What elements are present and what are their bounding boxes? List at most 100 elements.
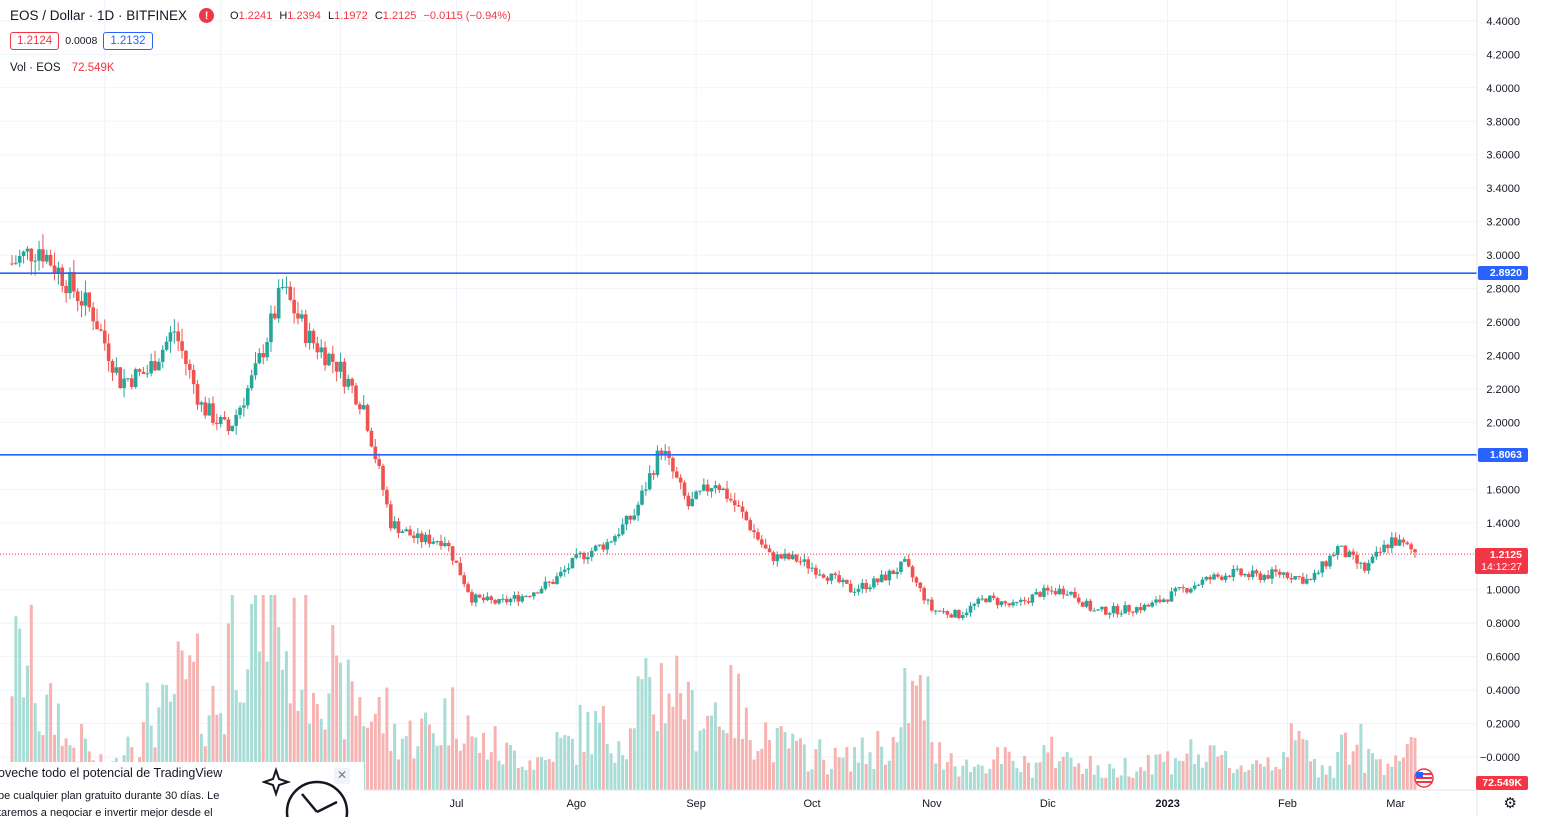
candle-body: [334, 361, 339, 372]
candle-body: [1146, 604, 1151, 607]
volume-bar: [945, 761, 949, 790]
volume-bar: [1212, 745, 1216, 790]
candle-body: [1007, 603, 1011, 606]
time-tick-label: Feb: [1278, 798, 1297, 810]
us-flag-icon[interactable]: [1409, 768, 1439, 788]
candle-body: [1173, 588, 1178, 592]
volume-bar: [798, 738, 802, 790]
candle-body: [427, 534, 432, 544]
volume-bar: [1034, 762, 1038, 790]
volume-bar: [1363, 772, 1367, 790]
volume-bar: [1007, 751, 1011, 790]
buy-button[interactable]: 1.2132: [103, 32, 153, 50]
candle-body: [504, 598, 509, 603]
candle-body: [814, 567, 818, 575]
candle-body: [261, 353, 266, 358]
volume-bar: [238, 702, 242, 790]
candle-body: [512, 595, 517, 599]
candle-body: [311, 330, 316, 344]
candle-body: [284, 286, 289, 288]
volume-bar: [829, 768, 833, 790]
settings-gear-icon[interactable]: ⚙: [1503, 795, 1517, 812]
candle-body: [702, 484, 706, 491]
candle-body: [1324, 561, 1328, 567]
volume-legend[interactable]: Vol · EOS 72.549K: [10, 62, 115, 74]
volume-bar: [1011, 760, 1015, 790]
volume-bar: [319, 718, 323, 790]
volume-bar: [675, 655, 679, 790]
volume-bar: [810, 769, 814, 790]
candle-body: [203, 402, 208, 416]
volume-bar: [756, 751, 760, 790]
candle-body: [497, 598, 501, 604]
volume-bar: [547, 759, 551, 790]
candle-body: [64, 285, 68, 294]
volume-bar: [567, 735, 571, 790]
alert-icon[interactable]: !: [199, 8, 215, 23]
candle-body: [164, 341, 169, 350]
candle-body: [988, 595, 992, 603]
volume-bar: [551, 761, 555, 790]
volume-bar: [149, 725, 153, 790]
price-tick-label: 2.4000: [1486, 350, 1520, 362]
volume-bar: [899, 727, 903, 790]
candle-body: [485, 596, 490, 601]
volume-bar: [814, 749, 818, 790]
candle-body: [868, 587, 872, 590]
volume-bar: [1336, 751, 1340, 790]
volume-bar: [439, 745, 443, 790]
volume-bar: [474, 737, 478, 790]
candle-body: [137, 369, 142, 372]
candle-body: [1196, 584, 1201, 586]
candle-body: [1046, 587, 1050, 591]
volume-bar: [914, 685, 918, 790]
volume-bar: [1123, 757, 1127, 790]
volume-bar: [860, 737, 864, 790]
volume-bar: [725, 733, 729, 790]
volume-bar: [161, 684, 165, 790]
volume-bar: [601, 705, 605, 790]
volume-bar: [1220, 754, 1224, 790]
candle-body: [883, 574, 888, 581]
candle-body: [860, 582, 865, 589]
candle-body: [199, 402, 204, 405]
candle-body: [1169, 591, 1174, 602]
volume-bar: [520, 766, 524, 790]
candle-body: [949, 614, 953, 618]
candle-body: [462, 575, 467, 585]
volume-bar: [1293, 740, 1297, 790]
candle-body: [798, 561, 803, 563]
volume-bar: [1088, 755, 1092, 790]
volume-bar: [1251, 763, 1255, 790]
volume-bar: [1108, 763, 1112, 790]
candle-body: [412, 535, 416, 539]
candle-body: [671, 457, 675, 472]
volume-bar: [594, 711, 598, 790]
candle-body: [906, 559, 911, 567]
symbol-title[interactable]: EOS / Dollar · 1D · BITFINEX: [10, 8, 188, 23]
price-axis[interactable]: 4.4000 4.2000 4.0000 3.8000 3.6000 3.4000 3.20…: [1480, 16, 1520, 764]
price-tick-label: 2.0000: [1486, 417, 1520, 429]
volume-bar: [918, 675, 922, 790]
volume-bar: [941, 769, 945, 790]
promo-title: oveche todo el potencial de TradingView: [0, 766, 223, 780]
volume-bar: [679, 693, 683, 790]
sell-button[interactable]: 1.2124: [10, 32, 60, 50]
candle-body: [802, 559, 807, 562]
volume-bar: [1177, 760, 1181, 790]
candle-body: [1216, 574, 1220, 577]
volume-label: Vol · EOS: [10, 62, 61, 74]
volume-bar: [1340, 734, 1344, 790]
candle-body: [501, 598, 505, 600]
candle-body: [771, 552, 776, 562]
candle-body: [918, 582, 923, 589]
volume-bar: [907, 723, 911, 790]
candle-body: [1347, 551, 1352, 558]
candle-body: [841, 579, 845, 583]
promo-close-button[interactable]: ✕: [334, 768, 350, 784]
volume-bar: [327, 693, 331, 790]
candle-body: [466, 584, 470, 593]
volume-bar: [876, 730, 880, 790]
volume-bar: [613, 762, 617, 790]
